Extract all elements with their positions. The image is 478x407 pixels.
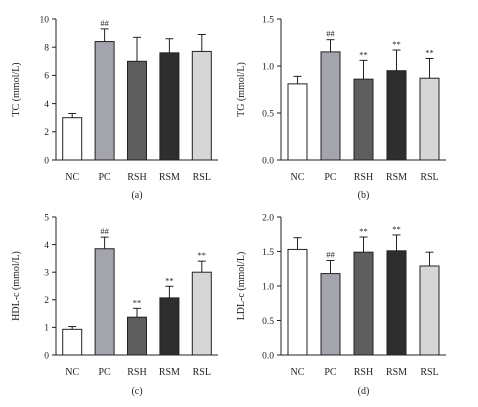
y-axis-title: TG (mmol/L) bbox=[236, 62, 247, 117]
y-tick-label: 3 bbox=[44, 269, 49, 279]
y-tick-label: 0 bbox=[44, 156, 49, 166]
bar bbox=[353, 78, 374, 161]
significance-label: ** bbox=[359, 226, 368, 236]
x-tick-label: RSM bbox=[159, 172, 180, 183]
y-tick-label: 0.0 bbox=[262, 351, 274, 361]
significance-label: ## bbox=[100, 226, 109, 236]
y-tick-label: 2 bbox=[44, 296, 49, 306]
x-tick-label: RSL bbox=[420, 172, 438, 183]
x-tick-label: PC bbox=[324, 367, 337, 378]
y-tick-label: 8 bbox=[44, 44, 49, 54]
y-tick-label: 1.0 bbox=[262, 62, 274, 72]
significance-label: ## bbox=[326, 249, 335, 259]
bar bbox=[287, 248, 308, 356]
y-tick-label: 2.0 bbox=[262, 213, 274, 223]
significance-label: ## bbox=[326, 29, 335, 39]
panel-b: 0.0 0.5 1.0 1.5 TG (mmol/L) NC ## PC ** RSH ** RSM *… bbox=[236, 15, 446, 201]
panel-label: (d) bbox=[358, 386, 370, 397]
y-axis-title: HDL-c (mmol/L) bbox=[11, 251, 22, 321]
x-tick-label: NC bbox=[65, 172, 79, 183]
y-tick-label: 6 bbox=[44, 72, 49, 82]
x-tick-label: RSM bbox=[386, 367, 407, 378]
panel-d: 0.0 0.5 1.0 1.5 2.0 LDL-c (mmol/L) NC ## PC ** RSH… bbox=[236, 213, 446, 397]
x-tick-label: RSH bbox=[127, 367, 146, 378]
bar bbox=[386, 70, 407, 161]
bar bbox=[94, 248, 115, 356]
significance-label: ** bbox=[165, 275, 174, 285]
bar bbox=[320, 273, 341, 356]
y-tick-label: 2 bbox=[44, 128, 49, 138]
y-tick-label: 1.5 bbox=[262, 248, 274, 258]
y-tick-label: 10 bbox=[40, 15, 50, 25]
x-tick-label: RSL bbox=[193, 367, 211, 378]
x-tick-label: NC bbox=[65, 367, 79, 378]
bar bbox=[191, 50, 212, 161]
y-tick-label: 1.5 bbox=[262, 15, 274, 25]
y-tick-label: 5 bbox=[44, 213, 49, 223]
bar bbox=[94, 41, 115, 161]
y-axis-title: LDL-c (mmol/L) bbox=[236, 252, 247, 321]
significance-label: ** bbox=[392, 224, 401, 234]
x-tick-label: RSM bbox=[386, 172, 407, 183]
y-tick-label: 4 bbox=[44, 100, 49, 110]
x-tick-label: RSH bbox=[127, 172, 146, 183]
bar bbox=[386, 250, 407, 356]
y-tick-label: 1.0 bbox=[262, 282, 274, 292]
significance-label: ## bbox=[100, 18, 109, 28]
bar bbox=[159, 52, 180, 161]
x-tick-label: RSH bbox=[354, 367, 373, 378]
x-tick-label: PC bbox=[98, 172, 111, 183]
bar bbox=[62, 328, 83, 356]
significance-label: ** bbox=[425, 47, 434, 57]
y-tick-label: 0.5 bbox=[262, 317, 274, 327]
bar bbox=[62, 117, 83, 161]
bar bbox=[191, 271, 212, 356]
panel-label: (b) bbox=[358, 190, 370, 201]
x-tick-label: RSL bbox=[193, 172, 211, 183]
bar bbox=[287, 83, 308, 161]
x-tick-label: RSH bbox=[354, 172, 373, 183]
panel-c: 0 1 2 3 4 5 HDL-c (mmol/L) NC ## PC ** RSH ** RSM ** RS… bbox=[11, 213, 218, 397]
significance-label: ** bbox=[392, 39, 401, 49]
significance-label: ** bbox=[198, 250, 207, 260]
significance-label: ** bbox=[359, 49, 368, 59]
bar bbox=[127, 60, 147, 161]
significance-label: ** bbox=[133, 297, 142, 307]
bar bbox=[353, 251, 374, 356]
y-tick-label: 0.0 bbox=[262, 156, 274, 166]
x-tick-label: NC bbox=[291, 367, 305, 378]
panel-label: (a) bbox=[131, 190, 142, 201]
x-tick-label: PC bbox=[324, 172, 337, 183]
panel-label: (c) bbox=[131, 386, 142, 397]
bar bbox=[419, 77, 440, 161]
x-tick-label: RSM bbox=[159, 367, 180, 378]
bar bbox=[127, 316, 147, 356]
x-tick-label: PC bbox=[98, 367, 111, 378]
x-tick-label: RSL bbox=[420, 367, 438, 378]
y-tick-label: 4 bbox=[44, 241, 49, 251]
bar bbox=[419, 265, 440, 356]
y-tick-label: 0.5 bbox=[262, 109, 274, 119]
panel-a: 0 2 4 6 8 10 TC (mmol/L) NC ## PC RSH RSM RSL (a) bbox=[11, 15, 218, 201]
y-tick-label: 1 bbox=[44, 324, 49, 334]
bar bbox=[320, 51, 341, 161]
x-tick-label: NC bbox=[291, 172, 305, 183]
y-axis-title: TC (mmol/L) bbox=[11, 62, 22, 116]
bar bbox=[159, 297, 180, 356]
y-tick-label: 0 bbox=[44, 351, 49, 361]
